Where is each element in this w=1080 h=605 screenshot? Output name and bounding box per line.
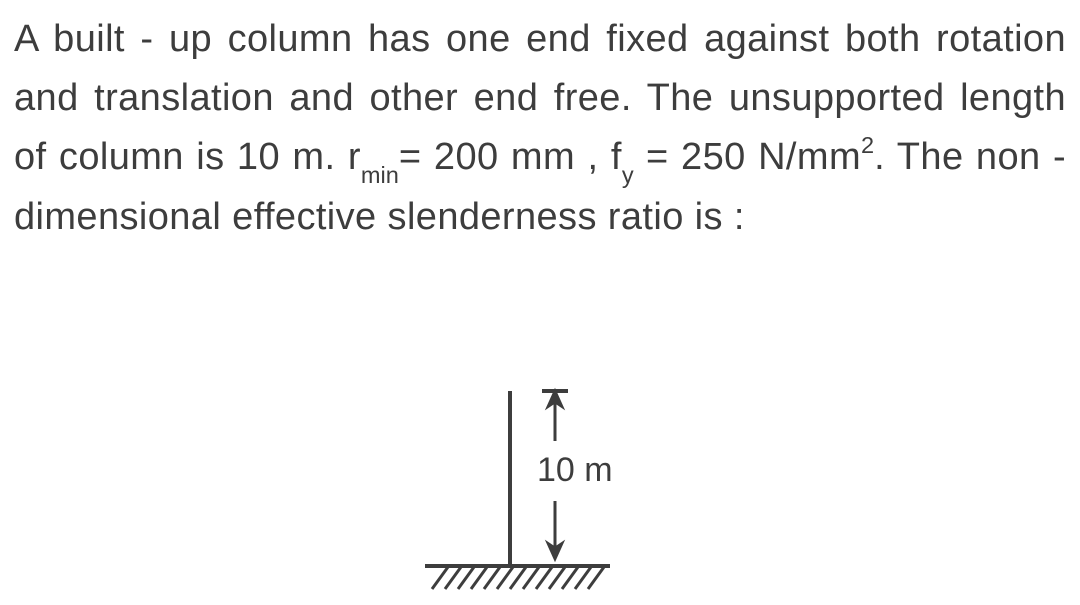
subscript-y: y [622, 162, 634, 188]
dimension-label: 10 m [537, 451, 613, 489]
problem-statement: A built - up column has one end fixed ag… [14, 10, 1066, 247]
text-line-5: effective slenderness ratio is : [232, 196, 745, 238]
text-line-4-pre: 200 mm , f [434, 136, 622, 178]
text-line-3-post: = [399, 136, 422, 178]
superscript-2: 2 [861, 132, 874, 158]
dimension-arrow-down [546, 501, 564, 561]
dimension-arrow-up [542, 389, 568, 441]
subscript-min: min [361, 162, 399, 188]
column-figure: 10 m [0, 371, 1080, 601]
figure-svg: 10 m [390, 371, 690, 601]
text-line-4-mid: = 250 N/mm [634, 136, 861, 178]
text-line-1: A built - up column has one end fixed ag… [14, 18, 829, 60]
page: A built - up column has one end fixed ag… [0, 0, 1080, 605]
ground-hatch [432, 567, 604, 589]
